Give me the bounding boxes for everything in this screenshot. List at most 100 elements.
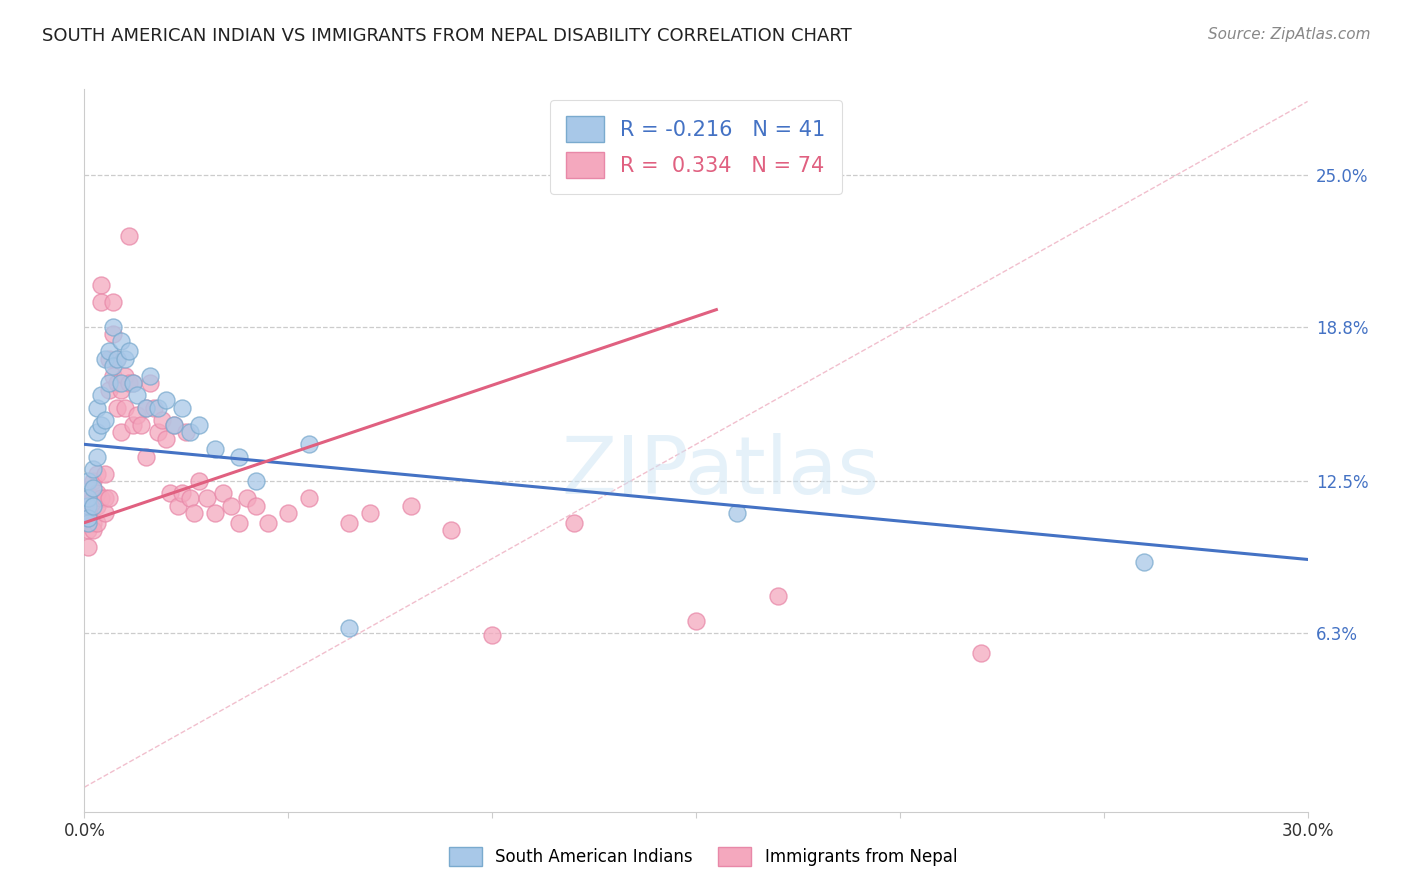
Point (766, 589, 789, 603)
Point (97, 351, 120, 366)
Point (685, 614, 707, 628)
Point (212, 486, 235, 500)
Point (562, 516, 585, 530)
Point (118, 229, 141, 244)
Point (135, 450, 157, 464)
Point (142, 401, 165, 415)
Point (82, 499, 104, 513)
Point (970, 646, 993, 660)
Point (114, 401, 136, 415)
Point (97, 344, 120, 359)
Point (77, 516, 100, 530)
Point (93, 351, 115, 366)
Point (138, 368, 160, 383)
Point (298, 491, 321, 506)
Text: ZIPatlas: ZIPatlas (561, 434, 880, 511)
Point (93, 467, 115, 481)
Point (86, 516, 108, 530)
Point (82, 462, 104, 476)
Point (118, 376, 141, 390)
Text: SOUTH AMERICAN INDIAN VS IMMIGRANTS FROM NEPAL DISABILITY CORRELATION CHART: SOUTH AMERICAN INDIAN VS IMMIGRANTS FROM… (42, 27, 852, 45)
Point (105, 351, 128, 366)
Point (204, 442, 226, 457)
Point (90, 491, 112, 506)
Point (90, 278, 112, 293)
Point (86, 425, 108, 439)
Point (110, 376, 132, 390)
Point (82, 523, 104, 537)
Point (183, 506, 205, 520)
Point (105, 401, 128, 415)
Point (127, 408, 149, 422)
Point (236, 491, 259, 506)
Point (86, 486, 108, 500)
Point (204, 506, 226, 520)
Point (77, 523, 100, 537)
Point (93, 506, 115, 520)
Point (179, 491, 201, 506)
Point (93, 491, 115, 506)
Point (127, 388, 149, 402)
Point (77, 499, 100, 513)
Point (172, 486, 194, 500)
Point (195, 491, 218, 506)
Point (163, 417, 186, 432)
Point (86, 467, 108, 481)
Point (101, 319, 124, 334)
Point (359, 506, 381, 520)
Point (77, 511, 100, 525)
Point (298, 437, 321, 451)
Point (105, 351, 128, 366)
Point (440, 523, 463, 537)
Point (77, 540, 100, 554)
Point (219, 499, 242, 513)
Point (135, 401, 157, 415)
Point (122, 417, 145, 432)
Point (725, 506, 748, 520)
Point (131, 417, 153, 432)
Point (155, 433, 177, 447)
Text: Source: ZipAtlas.com: Source: ZipAtlas.com (1208, 27, 1371, 42)
Point (277, 506, 299, 520)
Point (97, 491, 120, 506)
Point (187, 417, 209, 432)
Point (257, 516, 280, 530)
Point (118, 344, 141, 359)
Point (245, 499, 267, 513)
Point (245, 474, 267, 488)
Point (77, 491, 100, 506)
Point (146, 401, 169, 415)
Point (481, 628, 503, 642)
Point (159, 486, 181, 500)
Point (101, 295, 124, 310)
Point (77, 516, 100, 530)
Point (339, 621, 361, 635)
Point (122, 376, 145, 390)
Point (172, 401, 194, 415)
Point (82, 516, 104, 530)
Point (1133, 555, 1156, 569)
Point (82, 499, 104, 513)
Point (93, 413, 115, 427)
Point (138, 376, 160, 390)
Point (97, 376, 120, 390)
Point (86, 450, 108, 464)
Point (105, 376, 128, 390)
Point (110, 384, 132, 398)
Point (155, 393, 177, 408)
Point (110, 425, 132, 439)
Point (101, 368, 124, 383)
Legend: R = -0.216   N = 41, R =  0.334   N = 74: R = -0.216 N = 41, R = 0.334 N = 74 (550, 100, 842, 194)
Point (90, 295, 112, 310)
Point (101, 327, 124, 342)
Point (77, 506, 100, 520)
Point (77, 491, 100, 506)
Point (174, 425, 197, 439)
Point (122, 376, 145, 390)
Point (150, 413, 173, 427)
Point (90, 388, 112, 402)
Point (228, 516, 250, 530)
Point (90, 417, 112, 432)
Point (86, 499, 108, 513)
Point (399, 499, 422, 513)
